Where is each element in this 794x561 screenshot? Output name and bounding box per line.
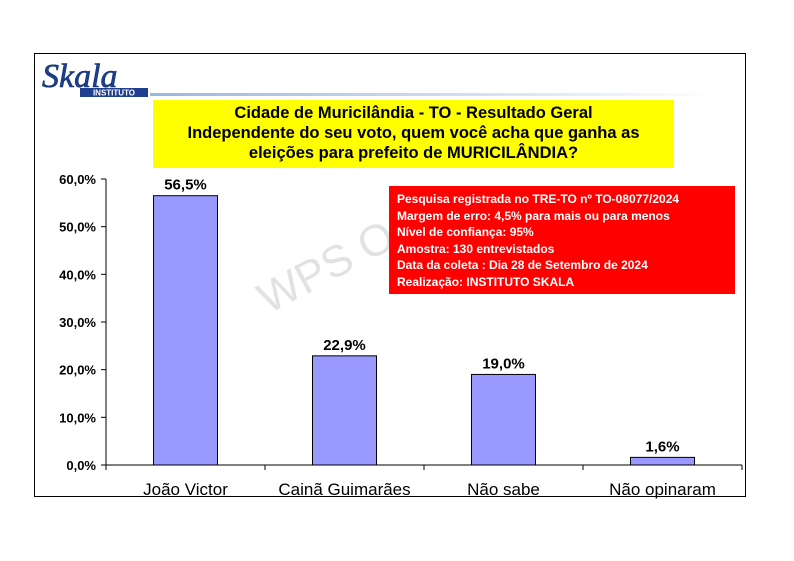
y-tick-label: 50,0% [59, 220, 96, 235]
data-label: 19,0% [482, 355, 525, 372]
logo-tagline: INSTITUTO [93, 89, 135, 98]
title-line: eleições para prefeito de MURICILÂNDIA? [248, 144, 579, 162]
data-label: 56,5% [164, 177, 207, 194]
y-tick-label: 60,0% [59, 172, 96, 187]
y-tick-label: 20,0% [59, 363, 96, 378]
data-label: 1,6% [645, 438, 679, 455]
title-line: Cidade de Muricilândia - TO - Resultado … [234, 104, 593, 122]
info-line: Realização: INSTITUTO SKALA [397, 274, 575, 289]
title-line: Independente do seu voto, quem você acha… [187, 124, 640, 142]
bar [471, 373, 536, 466]
category-label: Não sabe [467, 480, 540, 499]
info-line: Data da coleta : Dia 28 de Setembro de 2… [397, 258, 648, 272]
y-tick-label: 30,0% [59, 315, 96, 330]
info-line: Margem de erro: 4,5% para mais ou para m… [397, 208, 670, 223]
survey-info-box: Pesquisa registrada no TRE-TO nº TO-0807… [389, 186, 735, 294]
logo-underline [150, 93, 720, 96]
info-line: Amostra: 130 entrevistados [397, 241, 555, 256]
bar [312, 355, 377, 466]
skala-logo: Skala INSTITUTO [42, 58, 148, 98]
data-label: 22,9% [323, 337, 366, 354]
category-label: Não opinaram [609, 480, 716, 499]
category-label: Cainã Guimarães [278, 480, 410, 499]
y-tick-label: 40,0% [59, 267, 96, 282]
y-tick-label: 10,0% [59, 410, 96, 425]
category-label: João Victor [143, 480, 228, 499]
info-line: Nível de confiança: 95% [397, 225, 534, 239]
bar [153, 195, 218, 466]
bar [630, 456, 695, 466]
info-line: Pesquisa registrada no TRE-TO nº TO-0807… [397, 192, 680, 206]
chart-title-box: Cidade de Muricilândia - TO - Resultado … [153, 100, 674, 168]
y-tick-label: 0,0% [66, 458, 96, 473]
